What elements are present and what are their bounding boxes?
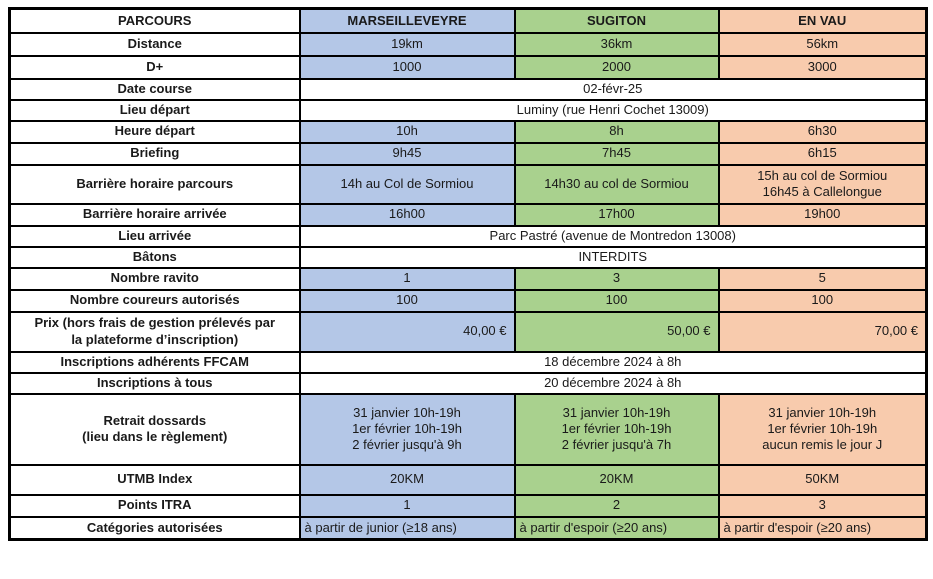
cell-coureurs-sugiton: 100 [513,288,720,313]
header-parcours: PARCOURS [8,7,301,34]
row-label-nombre-ravito: Nombre ravito [8,266,301,291]
cell-barriere-arrivee-marseilleveyre: 16h00 [298,202,516,227]
row-label-points-itra: Points ITRA [8,493,301,518]
table-row: Nombre ravito 1 3 5 [8,266,928,291]
cell-prix-sugiton: 50,00 € [513,310,720,353]
cell-dplus-en-vau: 3000 [717,54,928,80]
table-row: Nombre coureurs autorisés 100 100 100 [8,288,928,313]
table-row: Distance 19km 36km 56km [8,31,928,57]
row-label-d-plus: D+ [8,54,301,80]
cell-heure-en-vau: 6h30 [717,119,928,144]
cell-coureurs-marseilleveyre: 100 [298,288,516,313]
header-en-vau: EN VAU [717,7,928,34]
table-row: Lieu départ Luminy (rue Henri Cochet 130… [8,98,928,122]
table-row: Lieu arrivée Parc Pastré (avenue de Mont… [8,224,928,248]
cell-dplus-marseilleveyre: 1000 [298,54,516,80]
header-sugiton: SUGITON [513,7,720,34]
cell-ravito-marseilleveyre: 1 [298,266,516,291]
cell-retrait-sugiton: 31 janvier 10h-19h 1er février 10h-19h 2… [513,392,720,466]
table-row: D+ 1000 2000 3000 [8,54,928,80]
cell-inscriptions-tous: 20 décembre 2024 à 8h [298,371,928,395]
cell-ravito-sugiton: 3 [513,266,720,291]
row-label-date-course: Date course [8,77,301,101]
row-label-barriere-arrivee: Barrière horaire arrivée [8,202,301,227]
table-row: Retrait dossards (lieu dans le règlement… [8,392,928,466]
row-label-heure-depart: Heure départ [8,119,301,144]
cell-briefing-sugiton: 7h45 [513,141,720,166]
table-row: Prix (hors frais de gestion prélevés par… [8,310,928,353]
row-label-categories: Catégories autorisées [8,515,301,541]
row-label-lieu-depart: Lieu départ [8,98,301,122]
cell-distance-sugiton: 36km [513,31,720,57]
row-label-utmb-index: UTMB Index [8,463,301,496]
cell-date-course: 02-févr-25 [298,77,928,101]
row-label-batons: Bâtons [8,245,301,269]
cell-itra-en-vau: 3 [717,493,928,518]
cell-retrait-en-vau: 31 janvier 10h-19h 1er février 10h-19h a… [717,392,928,466]
cell-briefing-marseilleveyre: 9h45 [298,141,516,166]
cell-prix-marseilleveyre: 40,00 € [298,310,516,353]
table-row: Date course 02-févr-25 [8,77,928,101]
table-row: Briefing 9h45 7h45 6h15 [8,141,928,166]
table-row: Inscriptions à tous 20 décembre 2024 à 8… [8,371,928,395]
table-row: Heure départ 10h 8h 6h30 [8,119,928,144]
row-label-briefing: Briefing [8,141,301,166]
row-label-distance: Distance [8,31,301,57]
table-row: Points ITRA 1 2 3 [8,493,928,518]
cell-barriere-arrivee-en-vau: 19h00 [717,202,928,227]
cell-retrait-marseilleveyre: 31 janvier 10h-19h 1er février 10h-19h 2… [298,392,516,466]
cell-dplus-sugiton: 2000 [513,54,720,80]
row-label-nombre-coureurs: Nombre coureurs autorisés [8,288,301,313]
table-row: Catégories autorisées à partir de junior… [8,515,928,541]
race-comparison-table: PARCOURS MARSEILLEVEYRE SUGITON EN VAU D… [8,7,928,541]
row-label-retrait-dossards: Retrait dossards (lieu dans le règlement… [8,392,301,466]
cell-categories-sugiton: à partir d'espoir (≥20 ans) [513,515,720,541]
cell-briefing-en-vau: 6h15 [717,141,928,166]
cell-distance-en-vau: 56km [717,31,928,57]
cell-itra-sugiton: 2 [513,493,720,518]
row-label-inscriptions-ffcam: Inscriptions adhérents FFCAM [8,350,301,374]
cell-ravito-en-vau: 5 [717,266,928,291]
cell-prix-en-vau: 70,00 € [717,310,928,353]
table-row: Inscriptions adhérents FFCAM 18 décembre… [8,350,928,374]
cell-utmb-en-vau: 50KM [717,463,928,496]
cell-heure-marseilleveyre: 10h [298,119,516,144]
row-label-barriere-parcours: Barrière horaire parcours [8,163,301,205]
table-row: PARCOURS MARSEILLEVEYRE SUGITON EN VAU [8,7,928,34]
cell-inscriptions-ffcam: 18 décembre 2024 à 8h [298,350,928,374]
cell-categories-en-vau: à partir d'espoir (≥20 ans) [717,515,928,541]
cell-batons: INTERDITS [298,245,928,269]
cell-coureurs-en-vau: 100 [717,288,928,313]
cell-barriere-parcours-en-vau: 15h au col de Sormiou 16h45 à Callelongu… [717,163,928,205]
cell-utmb-sugiton: 20KM [513,463,720,496]
cell-barriere-parcours-sugiton: 14h30 au col de Sormiou [513,163,720,205]
table-row: Barrière horaire arrivée 16h00 17h00 19h… [8,202,928,227]
cell-itra-marseilleveyre: 1 [298,493,516,518]
row-label-inscriptions-tous: Inscriptions à tous [8,371,301,395]
cell-utmb-marseilleveyre: 20KM [298,463,516,496]
table-row: Barrière horaire parcours 14h au Col de … [8,163,928,205]
cell-barriere-arrivee-sugiton: 17h00 [513,202,720,227]
cell-barriere-parcours-marseilleveyre: 14h au Col de Sormiou [298,163,516,205]
header-marseilleveyre: MARSEILLEVEYRE [298,7,516,34]
table-row: UTMB Index 20KM 20KM 50KM [8,463,928,496]
cell-lieu-arrivee: Parc Pastré (avenue de Montredon 13008) [298,224,928,248]
row-label-prix: Prix (hors frais de gestion prélevés par… [8,310,301,353]
cell-heure-sugiton: 8h [513,119,720,144]
cell-categories-marseilleveyre: à partir de junior (≥18 ans) [298,515,516,541]
row-label-lieu-arrivee: Lieu arrivée [8,224,301,248]
table-row: Bâtons INTERDITS [8,245,928,269]
cell-distance-marseilleveyre: 19km [298,31,516,57]
cell-lieu-depart: Luminy (rue Henri Cochet 13009) [298,98,928,122]
